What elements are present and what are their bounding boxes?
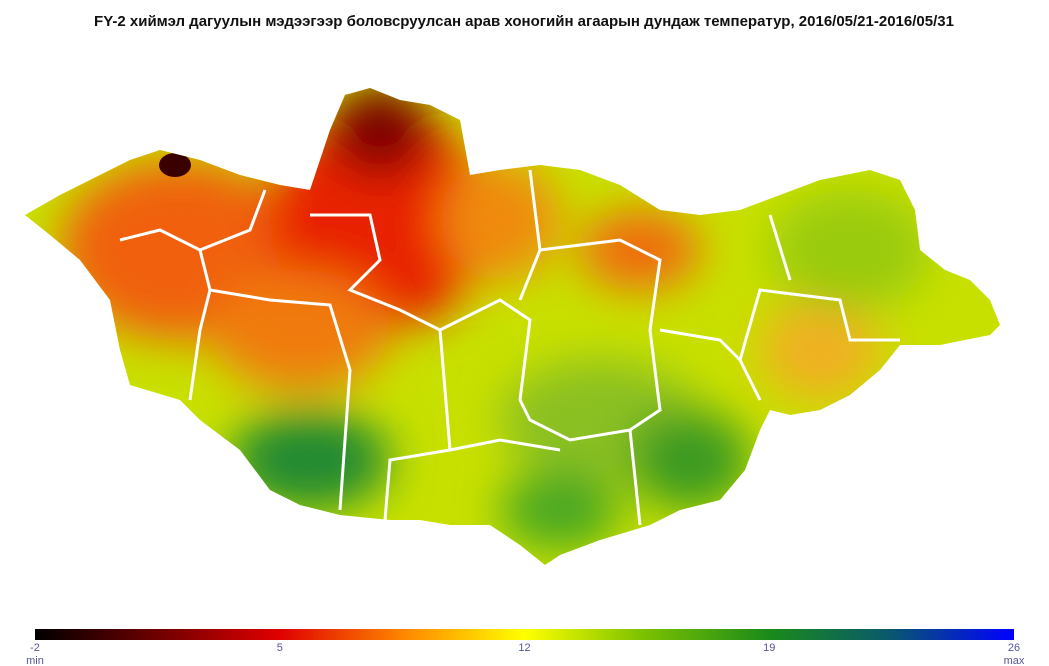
colorbar-min-label: min bbox=[26, 655, 44, 666]
province-borders bbox=[119, 169, 900, 526]
map-area bbox=[25, 88, 1000, 565]
colorbar bbox=[35, 629, 1014, 640]
colorbar-labels: -2 5 12 19 26 min max bbox=[26, 642, 1025, 666]
map-title: FY-2 хиймэл дагуулын мэдээгээр боловсруу… bbox=[94, 13, 954, 30]
colorbar-tick-label: -2 bbox=[30, 642, 40, 654]
colorbar-tick-label: 5 bbox=[277, 642, 283, 654]
colorbar-tick-label: 12 bbox=[518, 642, 530, 654]
colorbar-tick-label: 26 bbox=[1008, 642, 1020, 654]
colorbar-tick-label: 19 bbox=[763, 642, 775, 654]
colorbar-max-label: max bbox=[1004, 655, 1025, 666]
